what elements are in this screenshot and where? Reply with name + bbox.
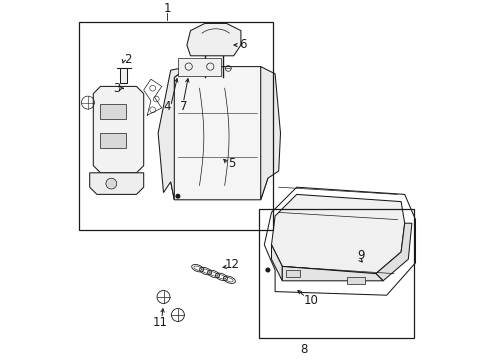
Polygon shape	[170, 67, 267, 200]
Text: 1: 1	[163, 3, 170, 15]
Polygon shape	[93, 86, 143, 173]
Text: 6: 6	[239, 39, 246, 51]
Text: 10: 10	[303, 294, 318, 307]
Polygon shape	[271, 245, 282, 281]
Text: 2: 2	[123, 53, 131, 66]
Polygon shape	[282, 266, 382, 281]
Text: 11: 11	[152, 316, 167, 329]
Text: 5: 5	[228, 157, 235, 170]
Text: 4: 4	[163, 100, 170, 113]
Polygon shape	[271, 194, 404, 274]
Polygon shape	[120, 68, 127, 83]
Bar	[101, 133, 125, 148]
Text: 3: 3	[113, 82, 120, 95]
Polygon shape	[375, 223, 411, 281]
Text: 8: 8	[300, 343, 307, 356]
Circle shape	[176, 194, 179, 198]
Polygon shape	[186, 23, 241, 56]
Circle shape	[265, 268, 269, 272]
Text: 12: 12	[224, 258, 239, 271]
Bar	[178, 58, 221, 76]
Bar	[101, 104, 125, 119]
Polygon shape	[346, 277, 365, 284]
Bar	[79, 22, 273, 230]
Polygon shape	[158, 67, 188, 200]
Text: 7: 7	[179, 100, 187, 113]
Circle shape	[106, 178, 117, 189]
Polygon shape	[260, 67, 280, 200]
Text: 9: 9	[357, 249, 365, 262]
Polygon shape	[285, 270, 300, 277]
Bar	[258, 209, 413, 338]
Polygon shape	[89, 173, 143, 194]
